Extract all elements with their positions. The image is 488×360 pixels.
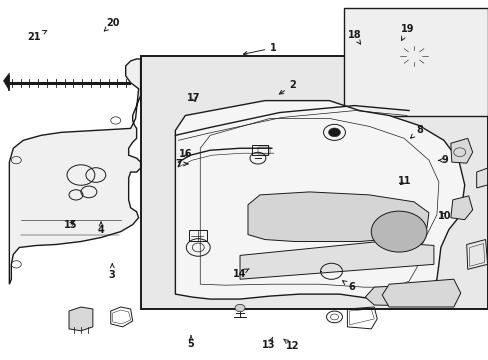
Text: 1: 1 <box>243 43 277 55</box>
Polygon shape <box>476 168 487 188</box>
Polygon shape <box>450 138 472 163</box>
Polygon shape <box>247 192 428 242</box>
Polygon shape <box>450 196 472 220</box>
Text: 9: 9 <box>438 156 447 165</box>
Text: 2: 2 <box>279 80 296 94</box>
Bar <box>344 8 487 116</box>
Text: 21: 21 <box>28 30 47 42</box>
Text: 4: 4 <box>98 222 104 235</box>
Bar <box>189 230 207 241</box>
Text: 18: 18 <box>347 30 361 44</box>
Polygon shape <box>3 73 9 91</box>
Bar <box>141 56 487 309</box>
Text: 7: 7 <box>175 159 187 169</box>
Text: 11: 11 <box>397 176 411 186</box>
Text: 17: 17 <box>186 93 200 103</box>
Text: 19: 19 <box>400 24 413 40</box>
Text: 14: 14 <box>232 269 249 279</box>
Text: 13: 13 <box>262 337 275 350</box>
Text: 20: 20 <box>104 18 120 31</box>
Bar <box>257 147 269 154</box>
Polygon shape <box>382 279 460 307</box>
Text: 12: 12 <box>283 339 299 351</box>
Text: 6: 6 <box>342 281 354 292</box>
Polygon shape <box>9 59 141 284</box>
Polygon shape <box>365 284 438 306</box>
Text: 15: 15 <box>63 220 77 230</box>
Circle shape <box>370 211 426 252</box>
Circle shape <box>235 304 244 312</box>
Polygon shape <box>69 307 93 331</box>
Text: 8: 8 <box>410 125 422 138</box>
Circle shape <box>328 128 340 137</box>
Bar <box>251 145 267 155</box>
Text: 3: 3 <box>109 264 115 280</box>
Text: 10: 10 <box>437 211 450 221</box>
Text: 5: 5 <box>187 336 194 348</box>
Polygon shape <box>175 100 464 302</box>
Polygon shape <box>240 242 433 279</box>
Text: 16: 16 <box>179 149 192 159</box>
